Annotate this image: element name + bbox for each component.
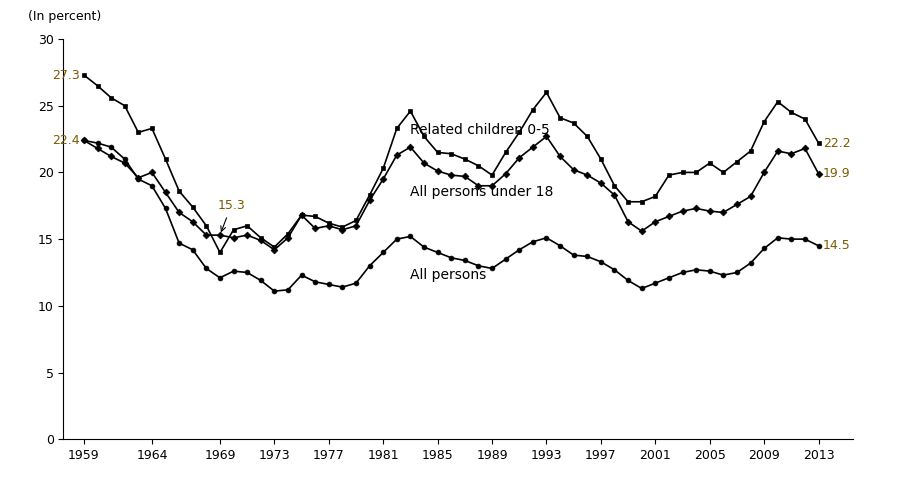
Text: (In percent): (In percent)	[28, 10, 102, 23]
Text: Related children 0-5: Related children 0-5	[410, 123, 551, 137]
Text: 22.4: 22.4	[53, 134, 80, 147]
Text: All persons under 18: All persons under 18	[410, 185, 554, 200]
Text: 19.9: 19.9	[823, 167, 850, 180]
Text: 15.3: 15.3	[218, 200, 245, 231]
Text: 27.3: 27.3	[52, 68, 80, 81]
Text: 22.2: 22.2	[823, 137, 850, 150]
Text: All persons: All persons	[410, 268, 487, 282]
Text: 14.5: 14.5	[823, 239, 851, 252]
